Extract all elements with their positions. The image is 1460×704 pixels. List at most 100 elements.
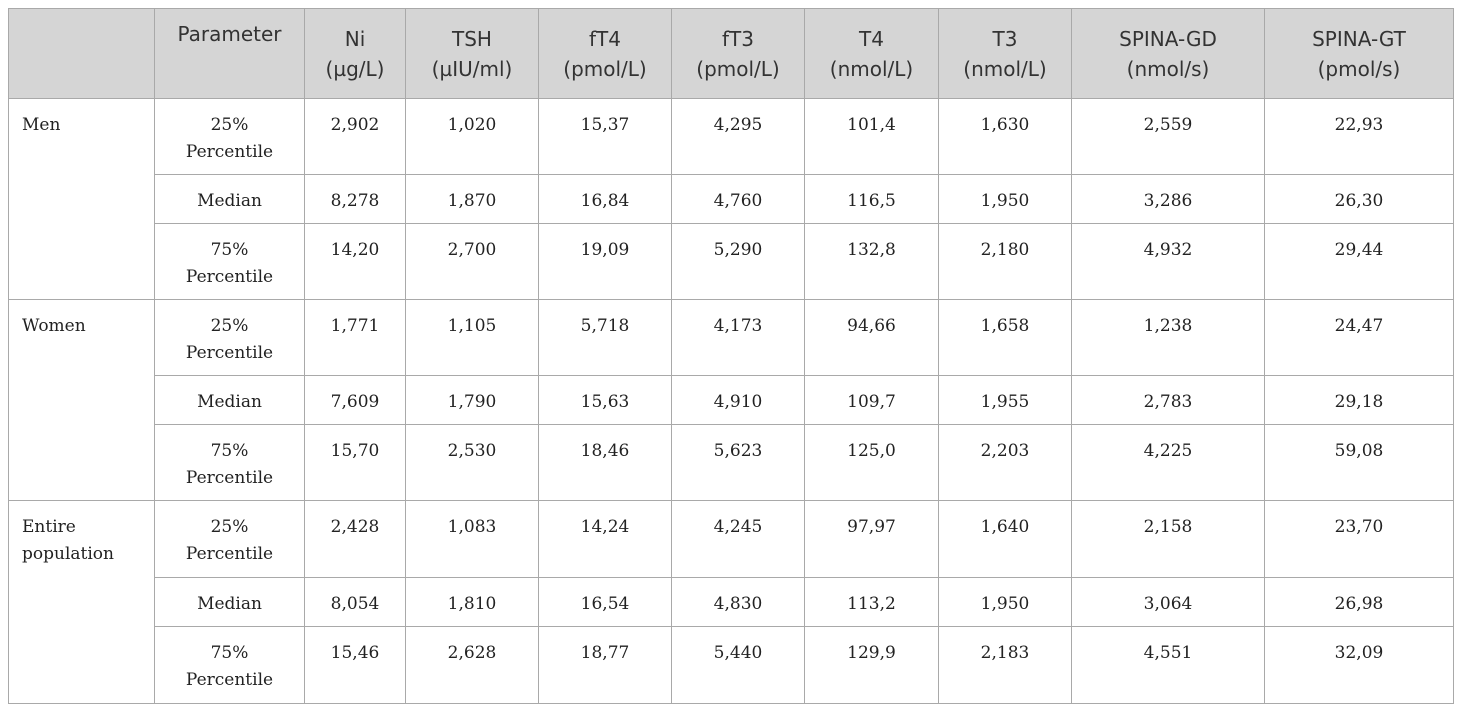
group-label-line: population bbox=[22, 544, 114, 564]
header-ni: Ni (µg/L) bbox=[304, 8, 406, 99]
value-cell: 14,20 bbox=[304, 223, 406, 300]
table-row: 75% Percentile 15,70 2,530 18,46 5,623 12… bbox=[9, 424, 1454, 501]
value-cell: 4,295 bbox=[671, 98, 805, 175]
value-cell: 129,9 bbox=[804, 626, 939, 704]
group-label-entire-population: Entire population bbox=[8, 500, 155, 704]
header-name: SPINA-GT bbox=[1312, 26, 1406, 51]
value-cell: 1,955 bbox=[938, 375, 1072, 425]
parameter-line: Percentile bbox=[185, 142, 274, 162]
header-t4: T4 (nmol/L) bbox=[804, 8, 939, 99]
value-cell: 1,020 bbox=[405, 98, 539, 175]
value-cell: 8,054 bbox=[304, 577, 406, 627]
header-unit: (pmol/L) bbox=[696, 56, 780, 81]
parameter-cell: Median bbox=[154, 174, 305, 224]
value-cell: 16,54 bbox=[538, 577, 672, 627]
value-cell: 15,46 bbox=[304, 626, 406, 704]
value-cell: 4,830 bbox=[671, 577, 805, 627]
parameter-line: Percentile bbox=[185, 267, 274, 287]
value-cell: 5,440 bbox=[671, 626, 805, 704]
value-cell: 4,910 bbox=[671, 375, 805, 425]
header-t3: T3 (nmol/L) bbox=[938, 8, 1072, 99]
value-cell: 26,98 bbox=[1264, 577, 1454, 627]
group-label-line: Women bbox=[22, 316, 86, 336]
group-label-line: Men bbox=[22, 115, 61, 135]
value-cell: 1,630 bbox=[938, 98, 1072, 175]
parameter-line: Percentile bbox=[185, 468, 274, 488]
value-cell: 97,97 bbox=[804, 500, 939, 578]
header-unit: (nmol/s) bbox=[1126, 56, 1210, 81]
value-cell: 3,064 bbox=[1071, 577, 1265, 627]
header-spina-gt: SPINA-GT (pmol/s) bbox=[1264, 8, 1454, 99]
value-cell: 5,718 bbox=[538, 299, 672, 376]
parameter-line: Percentile bbox=[185, 544, 274, 564]
parameter-cell: Median bbox=[154, 375, 305, 425]
value-cell: 29,18 bbox=[1264, 375, 1454, 425]
value-cell: 2,902 bbox=[304, 98, 406, 175]
value-cell: 26,30 bbox=[1264, 174, 1454, 224]
value-cell: 2,158 bbox=[1071, 500, 1265, 578]
parameter-cell: 75% Percentile bbox=[154, 223, 305, 300]
value-cell: 15,70 bbox=[304, 424, 406, 501]
value-cell: 2,783 bbox=[1071, 375, 1265, 425]
group-label-women: Women bbox=[8, 299, 155, 501]
parameter-line: 25% bbox=[210, 115, 249, 135]
header-name: T4 bbox=[859, 26, 884, 51]
header-name: Ni bbox=[344, 26, 366, 51]
parameter-line: 75% bbox=[210, 240, 249, 260]
group-label-line: Entire bbox=[22, 517, 76, 537]
table-row: 75% Percentile 15,46 2,628 18,77 5,440 12… bbox=[9, 626, 1454, 704]
value-cell: 2,428 bbox=[304, 500, 406, 578]
value-cell: 4,225 bbox=[1071, 424, 1265, 501]
table-row: Median 8,054 1,810 16,54 4,830 113,2 1,9… bbox=[9, 577, 1454, 627]
value-cell: 16,84 bbox=[538, 174, 672, 224]
parameter-cell: 25% Percentile bbox=[154, 98, 305, 175]
table-row: Men 25% Percentile 2,902 1,020 15,37 4,29… bbox=[8, 98, 1454, 300]
parameter-line: 75% bbox=[210, 441, 249, 461]
value-cell: 32,09 bbox=[1264, 626, 1454, 704]
header-unit: (nmol/L) bbox=[829, 56, 914, 81]
value-cell: 1,870 bbox=[405, 174, 539, 224]
value-cell: 19,09 bbox=[538, 223, 672, 300]
table-row: Median 8,278 1,870 16,84 4,760 116,5 1,9… bbox=[9, 174, 1454, 224]
value-cell: 113,2 bbox=[804, 577, 939, 627]
table-row: Entire population 25% Percentile 2,428 1,0… bbox=[8, 500, 1454, 704]
parameter-cell: 75% Percentile bbox=[154, 626, 305, 704]
value-cell: 4,173 bbox=[671, 299, 805, 376]
parameter-cell: 25% Percentile bbox=[154, 299, 305, 376]
value-cell: 8,278 bbox=[304, 174, 406, 224]
value-cell: 4,551 bbox=[1071, 626, 1265, 704]
value-cell: 2,530 bbox=[405, 424, 539, 501]
header-unit: (pmol/L) bbox=[563, 56, 647, 81]
value-cell: 4,245 bbox=[671, 500, 805, 578]
table-row: Median 7,609 1,790 15,63 4,910 109,7 1,9… bbox=[9, 375, 1454, 425]
value-cell: 5,623 bbox=[671, 424, 805, 501]
value-cell: 14,24 bbox=[538, 500, 672, 578]
value-cell: 1,790 bbox=[405, 375, 539, 425]
value-cell: 18,46 bbox=[538, 424, 672, 501]
value-cell: 1,658 bbox=[938, 299, 1072, 376]
value-cell: 22,93 bbox=[1264, 98, 1454, 175]
header-ft3: fT3 (pmol/L) bbox=[671, 8, 805, 99]
value-cell: 7,609 bbox=[304, 375, 406, 425]
header-unit: (µg/L) bbox=[325, 56, 385, 81]
value-cell: 2,180 bbox=[938, 223, 1072, 300]
parameter-line: 25% bbox=[210, 517, 249, 537]
value-cell: 1,950 bbox=[938, 174, 1072, 224]
value-cell: 2,700 bbox=[405, 223, 539, 300]
value-cell: 24,47 bbox=[1264, 299, 1454, 376]
parameter-line: 25% bbox=[210, 316, 249, 336]
thyroid-nickel-table: Parameter Ni (µg/L) TSH (µIU/ml) fT4 (pmol/… bbox=[8, 8, 1454, 704]
value-cell: 2,628 bbox=[405, 626, 539, 704]
header-name: T3 bbox=[992, 26, 1018, 51]
table-row: Women 25% Percentile 1,771 1,105 5,718 4,… bbox=[8, 299, 1454, 501]
value-cell: 1,771 bbox=[304, 299, 406, 376]
table-row: 75% Percentile 14,20 2,700 19,09 5,290 13… bbox=[9, 223, 1454, 300]
header-unit: (pmol/s) bbox=[1317, 56, 1401, 81]
header-ft4: fT4 (pmol/L) bbox=[538, 8, 672, 99]
parameter-line: 75% bbox=[210, 643, 249, 663]
value-cell: 94,66 bbox=[804, 299, 939, 376]
header-parameter: Parameter bbox=[154, 8, 305, 99]
value-cell: 59,08 bbox=[1264, 424, 1454, 501]
value-cell: 23,70 bbox=[1264, 500, 1454, 578]
value-cell: 2,203 bbox=[938, 424, 1072, 501]
